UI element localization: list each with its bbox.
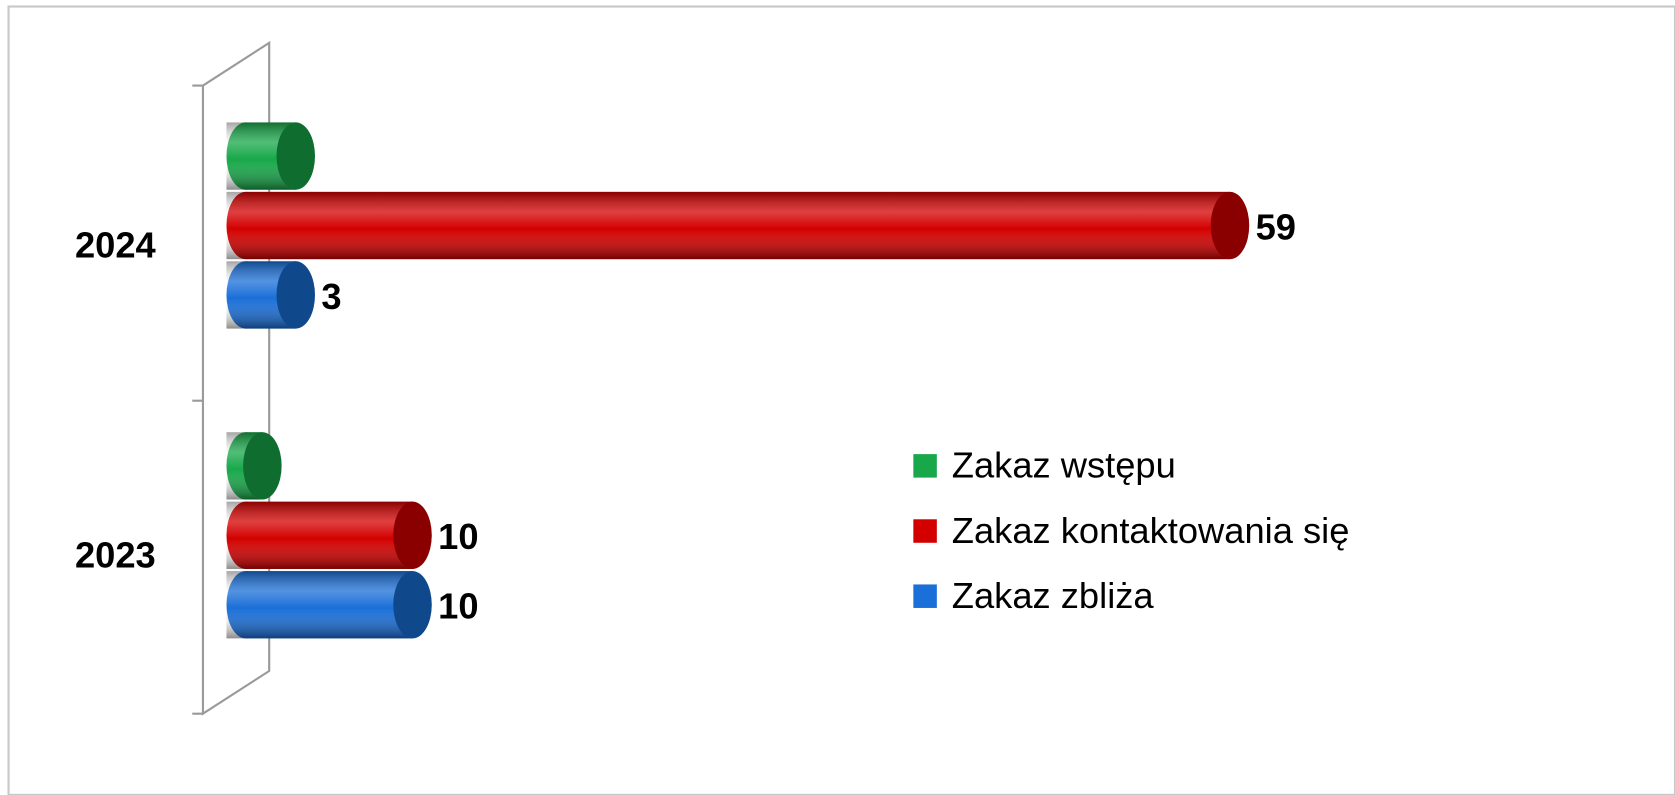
shading <box>226 501 413 569</box>
data-label: 59 <box>1256 206 1296 247</box>
bar-cap-shade <box>393 501 432 569</box>
bar-cap-shade <box>243 432 282 500</box>
bar-cap-shade <box>276 261 315 329</box>
bar-cap <box>393 571 432 639</box>
bar-cap-shade <box>393 571 432 639</box>
legend-swatch <box>913 584 937 608</box>
shading <box>226 571 413 639</box>
category-label: 2023 <box>75 534 156 575</box>
axis-wall <box>201 40 271 716</box>
legend-swatch <box>913 519 937 543</box>
data-label: 10 <box>438 516 478 557</box>
legend-label: Zakaz kontaktowania się <box>952 510 1350 551</box>
bar-cap <box>276 122 315 190</box>
bar-cap <box>1210 191 1250 260</box>
legend-label: Zakaz zbliża <box>952 575 1155 616</box>
legend-label: Zakaz wstępu <box>952 445 1176 486</box>
bar-cap <box>243 432 282 500</box>
legend-swatch <box>913 454 937 478</box>
bar-cap-shade <box>1210 191 1250 260</box>
data-label: 3 <box>321 276 341 317</box>
category-label: 2024 <box>75 225 156 266</box>
shading <box>226 191 1230 260</box>
bar-cap-shade <box>276 122 315 190</box>
data-label: 10 <box>438 586 478 627</box>
bar-cap <box>393 501 432 569</box>
bar-cap <box>276 261 315 329</box>
